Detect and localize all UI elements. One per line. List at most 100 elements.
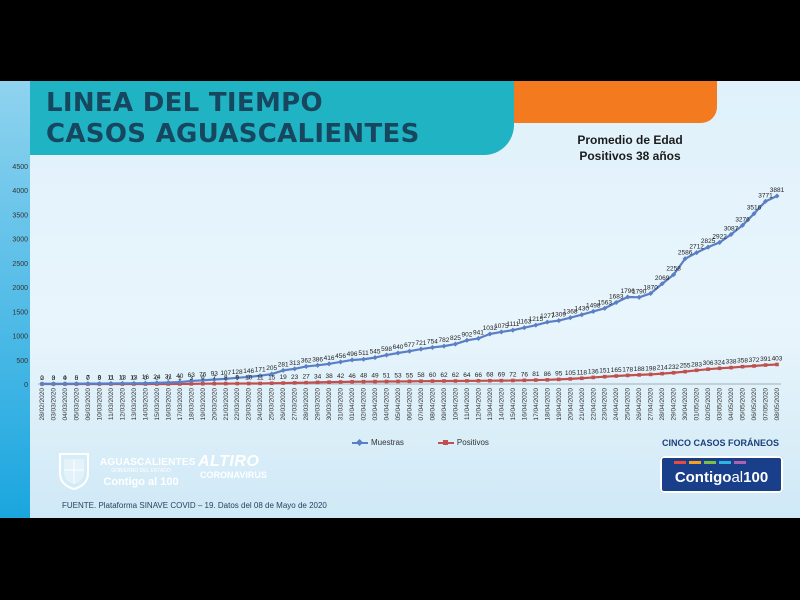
data-point <box>361 379 366 384</box>
subtitle-line-1: Promedio de Edad <box>577 133 683 147</box>
data-label: 1 <box>178 375 182 382</box>
data-point <box>223 381 228 386</box>
data-point <box>556 377 561 382</box>
data-label: 3881 <box>770 187 785 194</box>
data-label: 1563 <box>597 299 612 306</box>
x-tick-label: 16/04/2020 <box>521 388 528 421</box>
data-label: 55 <box>406 372 414 379</box>
data-point <box>430 379 435 383</box>
data-label: 128 <box>232 369 243 376</box>
legend-swatch-muestras <box>352 438 368 446</box>
data-label: 511 <box>358 350 369 357</box>
data-label: 324 <box>714 359 725 366</box>
data-label: 107 <box>220 370 231 377</box>
x-tick-label: 19/03/2020 <box>200 388 207 421</box>
gov-name: AGUASCALIENTES <box>100 457 196 468</box>
data-point <box>223 376 229 382</box>
x-tick-label: 31/03/2020 <box>338 388 345 421</box>
data-point <box>200 381 205 386</box>
x-tick-label: 20/03/2020 <box>211 388 218 421</box>
x-tick-label: 23/03/2020 <box>246 388 253 421</box>
data-point <box>625 294 631 300</box>
data-point <box>189 382 194 386</box>
data-label: 3276 <box>735 216 750 223</box>
x-tick-label: 03/04/2020 <box>372 388 379 421</box>
data-point <box>579 376 584 381</box>
x-tick-label: 28/03/2020 <box>303 388 310 421</box>
data-label: 0 <box>132 375 136 382</box>
x-tick-label: 28/04/2020 <box>659 388 666 421</box>
data-point <box>671 370 676 375</box>
x-tick-label: 06/03/2020 <box>85 388 92 421</box>
data-point <box>62 381 68 387</box>
x-tick-label: 30/04/2020 <box>682 388 689 421</box>
data-label: 38 <box>325 373 333 380</box>
x-tick-label: 15/03/2020 <box>154 388 161 421</box>
x-tick-label: 12/03/2020 <box>119 388 126 421</box>
x-tick-label: 27/04/2020 <box>648 388 655 421</box>
data-label: 2712 <box>689 244 704 251</box>
data-point <box>338 380 343 384</box>
data-point <box>556 318 562 324</box>
data-label: 2 <box>40 375 44 382</box>
data-label: 0 <box>98 375 102 382</box>
data-point <box>373 379 377 384</box>
data-label: 42 <box>337 373 345 380</box>
data-label: 146 <box>243 368 254 375</box>
x-tick-label: 11/04/2020 <box>464 388 471 420</box>
data-point <box>361 356 367 362</box>
data-point <box>683 369 687 374</box>
data-label: 391 <box>760 356 771 363</box>
data-label: 1498 <box>586 302 601 309</box>
data-label: 214 <box>657 365 668 372</box>
data-label: 34 <box>314 373 322 380</box>
data-label: 403 <box>772 355 783 362</box>
x-tick-label: 04/05/2020 <box>728 388 735 421</box>
data-point <box>73 381 79 387</box>
x-tick-label: 04/03/2020 <box>62 388 69 421</box>
data-label: 13 <box>130 374 138 381</box>
legend-label-muestras: Muestras <box>371 438 404 447</box>
data-label: 232 <box>668 364 679 371</box>
series-line-muestras <box>41 194 778 385</box>
data-label: 13 <box>119 374 127 381</box>
data-point <box>303 363 309 370</box>
x-tick-label: 21/04/2020 <box>579 388 586 421</box>
x-tick-label: 08/04/2020 <box>429 388 436 421</box>
data-label: 11 <box>108 374 115 381</box>
x-tick-label: 17/04/2020 <box>533 388 540 421</box>
data-point <box>406 348 413 354</box>
data-point <box>602 374 607 379</box>
y-tick-label: 2500 <box>12 261 28 268</box>
data-label: 2069 <box>655 275 670 282</box>
data-labels-muestras: 2 3 4 5 7 8 11 13 13 16 24 31 40 63 76 93 107 128 146 171 20… <box>40 187 784 382</box>
data-label: 8 <box>224 375 228 382</box>
data-point <box>165 379 171 386</box>
chart-legend: Muestras Positivos <box>352 438 489 447</box>
x-tick-label: 07/04/2020 <box>418 388 425 421</box>
y-tick-label: 4000 <box>12 188 28 195</box>
data-label: 48 <box>360 373 368 380</box>
data-point <box>775 362 779 367</box>
data-label: 8 <box>98 375 102 382</box>
data-point <box>579 312 585 318</box>
data-point <box>545 378 550 382</box>
data-label: 40 <box>176 373 184 380</box>
data-label: 93 <box>211 370 219 377</box>
x-tick-label: 03/03/2020 <box>50 388 57 421</box>
data-point <box>442 379 446 383</box>
data-label: 69 <box>498 372 506 379</box>
altiro-text: ALTIRO <box>198 453 260 470</box>
data-label: 72 <box>509 372 517 379</box>
data-label: 64 <box>463 372 471 379</box>
data-point <box>705 244 711 250</box>
data-label: 545 <box>370 349 381 356</box>
data-point <box>660 371 664 376</box>
x-tick-label: 28/02/2020 <box>39 388 46 421</box>
data-point <box>521 325 527 331</box>
y-tick-label: 2000 <box>12 285 28 292</box>
data-label: 205 <box>266 365 277 372</box>
data-point <box>280 367 286 373</box>
data-label: 165 <box>611 367 622 374</box>
data-label: 1368 <box>563 309 578 316</box>
